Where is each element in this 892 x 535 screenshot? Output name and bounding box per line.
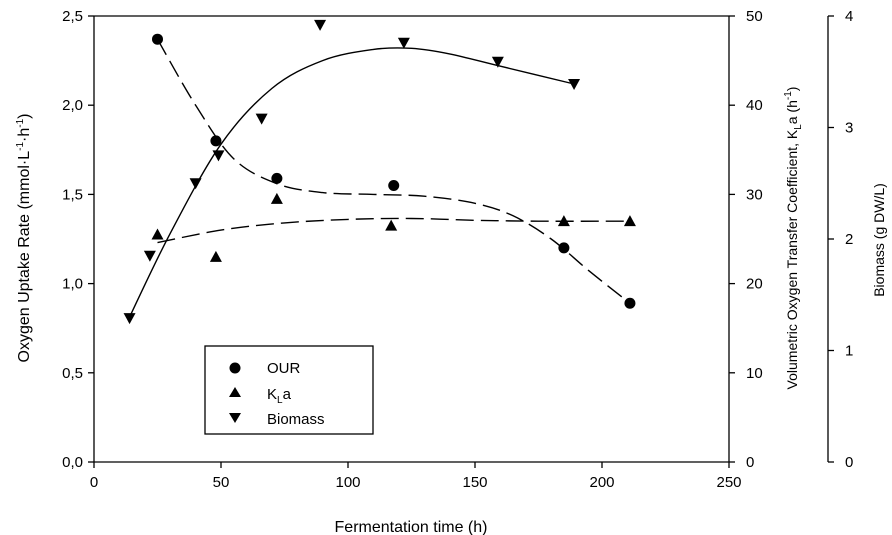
legend-marker-triangle-down [229, 413, 241, 423]
left-tick-label: 1,5 [62, 186, 83, 203]
series-point-our [210, 135, 222, 147]
left-axis-title: Oxygen Uptake Rate (mmol·L-1·h-1) [15, 113, 33, 362]
series-point-k-la [270, 192, 283, 204]
right-kla-tick-label: 20 [746, 276, 763, 293]
series-point-biomass [123, 313, 136, 325]
series-point-biomass [397, 37, 410, 49]
series-point-our [152, 33, 163, 45]
legend-item-biomass: Biomass [229, 411, 325, 428]
x-tick-label: 250 [716, 474, 741, 491]
series-point-biomass [212, 150, 225, 162]
series-point-k-la [151, 228, 164, 240]
right-axis-biomass-title: Biomass (g DW/L) [871, 183, 887, 297]
right-biomass-tick-label: 4 [845, 8, 853, 25]
series-point-k-la [385, 219, 398, 231]
right-kla-tick-label: 30 [746, 186, 763, 203]
plot-area: 0 50 100 150 200 2500,00,51,01,52,02,50102030… [62, 8, 853, 491]
legend: OUR KLa Biomass [204, 345, 374, 435]
x-tick-label: 200 [589, 474, 614, 491]
x-axis-title: Fermentation time (h) [335, 519, 488, 535]
right-kla-tick-label: 50 [746, 8, 763, 25]
x-tick-label: 100 [335, 474, 360, 491]
series-point-our [624, 297, 636, 309]
right-kla-tick-label: 40 [746, 97, 763, 114]
series-point-our [558, 242, 570, 254]
series-line-biomass [128, 47, 575, 318]
left-tick-label: 0,5 [62, 365, 83, 382]
series-point-k-la [557, 215, 570, 227]
right-biomass-tick-label: 0 [845, 454, 853, 471]
legend-item-kla: KLa [229, 386, 292, 406]
series-point-k-la [623, 215, 636, 227]
right-kla-tick-label: 10 [746, 365, 763, 382]
series-point-our [271, 172, 283, 184]
legend-marker-circle [229, 362, 241, 374]
legend-item-our: OUR [229, 360, 301, 377]
right-biomass-tick-label: 3 [845, 120, 853, 137]
left-tick-label: 2,0 [62, 97, 83, 114]
series-point-biomass [491, 56, 504, 68]
legend-label-biomass: Biomass [267, 411, 325, 428]
right-biomass-tick-label: 1 [845, 343, 853, 360]
legend-marker-triangle-up [229, 387, 241, 397]
series-point-biomass [568, 79, 581, 91]
left-tick-label: 0,0 [62, 454, 83, 471]
series-point-biomass [255, 113, 268, 125]
legend-label-our: OUR [267, 360, 301, 377]
series-point-biomass [314, 19, 327, 31]
legend-label-kla: KLa [267, 386, 292, 406]
right-biomass-tick-label: 2 [845, 231, 853, 248]
x-tick-label: 50 [213, 474, 230, 491]
x-tick-label: 0 [90, 474, 98, 491]
series-point-k-la [209, 250, 222, 262]
x-tick-label: 150 [462, 474, 487, 491]
series-line-our [156, 38, 631, 304]
right-kla-tick-label: 0 [746, 454, 754, 471]
series-point-biomass [143, 250, 156, 262]
left-tick-label: 2,5 [62, 8, 83, 25]
series-point-our [388, 179, 400, 191]
right-axis-kla-title: Volumetric Oxygen Transfer Coefficient, … [783, 87, 804, 390]
series-line-k-la [157, 217, 630, 244]
left-tick-label: 1,0 [62, 276, 83, 293]
series-point-biomass [189, 178, 202, 190]
